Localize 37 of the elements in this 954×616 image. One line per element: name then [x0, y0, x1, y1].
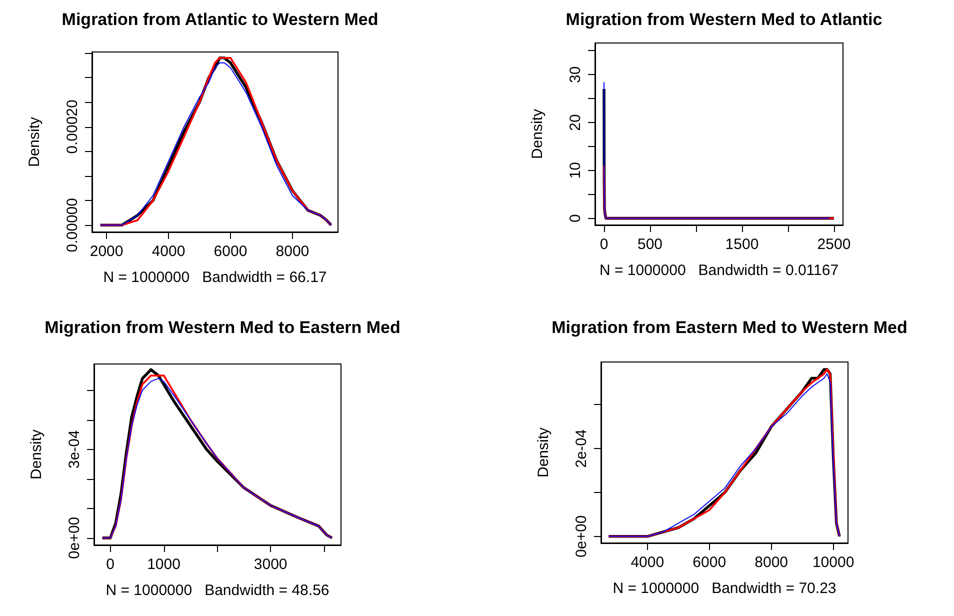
- y-tick-label: 3e-04: [66, 430, 83, 469]
- y-tick-label: 0: [567, 214, 584, 222]
- x-axis-title: N = 1000000 Bandwidth = 70.23: [612, 580, 836, 597]
- x-tick-label: 2500: [817, 236, 851, 253]
- x-tick-label: 1500: [725, 236, 759, 253]
- x-tick-label: 4000: [630, 554, 664, 571]
- x-axis-title: N = 1000000 Bandwidth = 0.01167: [599, 262, 839, 279]
- x-tick-label: 6000: [692, 554, 726, 571]
- x-tick-label: 0: [600, 236, 608, 253]
- y-axis-title: Density: [529, 108, 546, 160]
- chart-title: Migration from Atlantic to Western Med: [62, 10, 378, 29]
- y-tick-label: 20: [567, 114, 584, 131]
- x-tick-label: 0: [106, 556, 115, 573]
- y-tick-label: 0.00000: [64, 198, 81, 252]
- x-tick-label: 8000: [276, 243, 310, 260]
- y-tick-label: 0e+00: [66, 516, 83, 559]
- y-tick-label: 2e-04: [573, 429, 590, 468]
- x-tick-label: 2000: [90, 243, 124, 260]
- x-tick-label: 4000: [152, 243, 186, 260]
- x-tick-label: 1000: [147, 556, 180, 573]
- x-tick-label: 10000: [812, 554, 854, 571]
- chart-title: Migration from Eastern Med to Western Med: [552, 318, 908, 337]
- x-tick-label: 6000: [214, 243, 248, 260]
- y-axis-title: Density: [26, 116, 43, 168]
- chart-title: Migration from Western Med to Atlantic: [566, 10, 882, 29]
- y-tick-label: 30: [567, 66, 584, 83]
- y-tick-label: 10: [567, 162, 584, 179]
- x-tick-label: 8000: [754, 554, 788, 571]
- y-tick-label: 0e+00: [573, 515, 590, 558]
- chart-title: Migration from Western Med to Eastern Med: [44, 318, 400, 337]
- x-tick-label: 3000: [254, 556, 288, 573]
- y-axis-title: Density: [28, 429, 45, 480]
- x-axis-title: N = 1000000 Bandwidth = 66.17: [103, 269, 327, 286]
- y-axis-title: Density: [535, 427, 552, 478]
- x-axis-title: N = 1000000 Bandwidth = 48.56: [106, 582, 330, 599]
- x-tick-label: 500: [637, 236, 663, 253]
- y-tick-label: 0.00020: [64, 100, 81, 154]
